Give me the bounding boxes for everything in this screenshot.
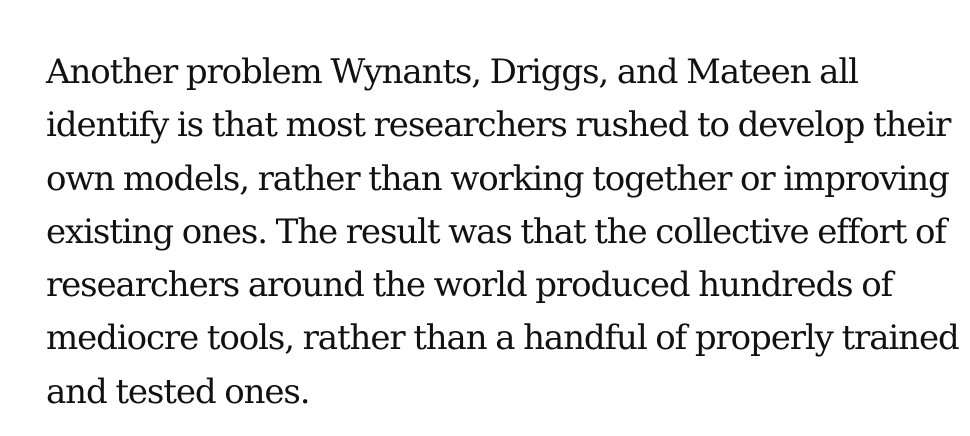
paragraph-line: researchers around the world produced hu… — [46, 265, 893, 306]
paragraph-line: Another problem Wynants, Driggs, and Mat… — [46, 52, 859, 92]
paragraph-line: and tested ones. — [46, 371, 311, 412]
article-paragraph: Another problem Wynants, Driggs, and Mat… — [46, 46, 960, 419]
paragraph-line: own models, rather than working together… — [46, 158, 950, 199]
paragraph-line: existing ones. The result was that the c… — [46, 211, 947, 252]
paragraph-line: identify is that most researchers rushed… — [46, 105, 951, 146]
paragraph-line: mediocre tools, rather than a handful of… — [46, 318, 960, 359]
